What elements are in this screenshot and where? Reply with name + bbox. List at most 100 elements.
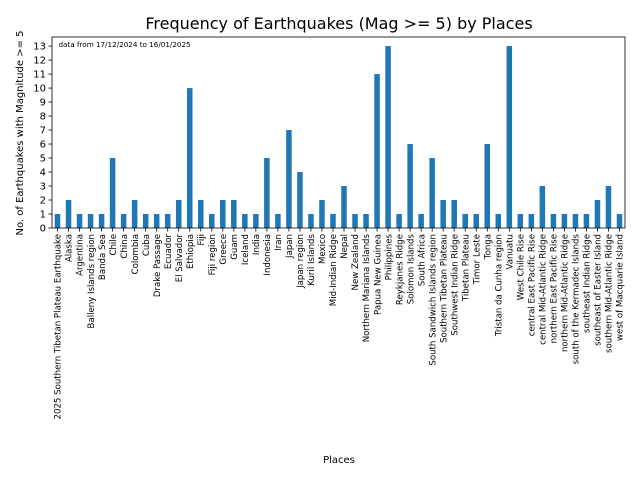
bar [65, 200, 72, 228]
x-tick-label: Vanuatu [505, 234, 515, 269]
x-tick-label: northern Mid-Atlantic Ridge [561, 234, 571, 352]
bar [407, 144, 413, 228]
bar [231, 200, 237, 228]
bar [153, 214, 160, 228]
x-tick-label: west of Macquarie Island [616, 234, 626, 341]
y-tick-label: 10 [33, 84, 46, 95]
bar [528, 214, 535, 228]
chart-annotation: data from 17/12/2024 to 16/01/2025 [59, 40, 191, 49]
bar [341, 186, 347, 228]
x-tick-label: Colombia [131, 234, 141, 274]
y-tick-label: 1 [40, 210, 46, 221]
bar [308, 214, 314, 228]
y-tick-label: 11 [33, 70, 46, 81]
y-tick-label: 6 [40, 140, 46, 151]
y-tick-label: 5 [40, 154, 46, 165]
x-tick-label: Kuril Islands [307, 233, 317, 285]
bar [87, 214, 94, 228]
bars [54, 46, 623, 228]
x-tick-label: Indonesia [263, 234, 273, 276]
x-tick-label: New Zealand [351, 234, 361, 290]
bar [220, 200, 226, 228]
x-tick-label: China [120, 234, 130, 259]
x-tick-label: Tonga [483, 234, 493, 260]
bar [54, 214, 61, 228]
x-tick-label: Guam [230, 234, 240, 260]
bar [517, 214, 524, 228]
bar [462, 214, 468, 228]
x-tick-label: Cuba [142, 234, 152, 256]
bar [374, 74, 380, 228]
y-tick-label: 13 [33, 42, 46, 53]
x-axis-ticks: 2025 Southern Tibetan Plateau Earthquake… [54, 228, 626, 419]
x-tick-label: Fiji region [208, 234, 218, 275]
bar [440, 200, 446, 228]
bar [198, 200, 204, 228]
bar [275, 214, 281, 228]
y-tick-label: 2 [40, 196, 46, 207]
bar [605, 186, 612, 228]
bar [506, 46, 513, 228]
x-tick-label: Alaska [65, 234, 75, 262]
chart-title: Frequency of Earthquakes (Mag >= 5) by P… [145, 14, 532, 33]
bar [109, 158, 116, 228]
bar [363, 214, 369, 228]
x-tick-label: Argentina [76, 234, 86, 276]
x-tick-label: Southwest Indian Ridge [450, 234, 460, 336]
y-tick-label: 12 [33, 56, 46, 67]
x-tick-label: Banda Sea [98, 234, 108, 280]
bar [352, 214, 358, 228]
bar [186, 88, 193, 228]
y-axis-label: No. of Earthquakes with Magnitude >= 5 [15, 30, 26, 235]
axes-frame [51, 36, 626, 229]
x-axis-label: Places [323, 455, 355, 466]
bar [583, 214, 590, 228]
x-tick-label: Papua New Guinea [373, 234, 383, 315]
bar [164, 214, 171, 228]
x-tick-label: southern Mid-Atlantic Ridge [605, 234, 615, 353]
bar [484, 144, 491, 228]
bar [253, 214, 259, 228]
x-tick-label: Ecuador [164, 234, 174, 270]
bar [561, 214, 568, 228]
y-tick-label: 8 [40, 112, 46, 123]
x-tick-label: Japan [285, 234, 295, 259]
bar [120, 214, 127, 228]
bar [539, 186, 546, 228]
bar [550, 214, 557, 228]
x-tick-label: Timor Leste [472, 234, 482, 285]
x-tick-label: Chile [109, 234, 119, 256]
bar [330, 214, 336, 228]
bar [616, 214, 623, 228]
x-tick-label: southeast of Easter Island [594, 234, 604, 346]
y-tick-label: 7 [40, 126, 46, 137]
x-tick-label: Drake Passage [153, 234, 163, 297]
bar [451, 200, 457, 228]
x-tick-label: El Salvador [175, 234, 185, 283]
bar [175, 200, 182, 228]
x-tick-label: Mid-Indian Ridge [329, 234, 339, 306]
x-tick-label: Japan region [296, 234, 306, 289]
x-tick-label: Balleny Islands region [87, 234, 97, 328]
x-tick-label: Philippines [384, 233, 394, 280]
bar [429, 158, 435, 228]
x-tick-label: northern East Pacific Rise [550, 234, 560, 343]
x-tick-label: South Africa [417, 234, 427, 286]
bar [209, 214, 215, 228]
x-tick-label: India [252, 234, 262, 255]
y-tick-label: 3 [40, 182, 46, 193]
bar [396, 214, 402, 228]
bar [495, 214, 502, 228]
x-tick-label: Greece [219, 234, 229, 265]
bar [385, 46, 391, 228]
y-tick-label: 9 [40, 98, 46, 109]
bar [572, 214, 579, 228]
x-tick-label: Solomon Islands [406, 233, 416, 304]
x-tick-label: central Mid-Atlantic Ridge [539, 234, 549, 345]
x-tick-label: Reykjanes Ridge [395, 234, 405, 305]
bar [473, 214, 479, 228]
